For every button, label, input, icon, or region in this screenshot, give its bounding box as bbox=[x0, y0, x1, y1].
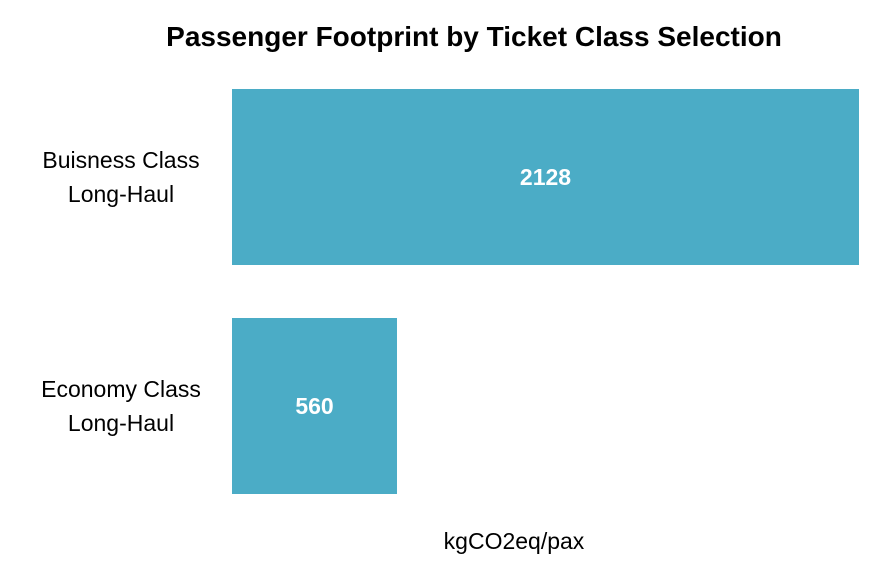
data-label-0: 2128 bbox=[520, 164, 571, 190]
category-label-1: Economy Class Long-Haul bbox=[41, 376, 201, 436]
data-labels: 2128 560 bbox=[295, 164, 571, 419]
data-label-1: 560 bbox=[295, 393, 333, 419]
category-labels: Buisness Class Long-Haul Economy Class Long… bbox=[41, 147, 201, 436]
category-label-0: Buisness Class Long-Haul bbox=[42, 147, 199, 207]
category-label-1-line-1: Long-Haul bbox=[68, 410, 174, 436]
category-label-0-line-0: Buisness Class bbox=[42, 147, 199, 173]
chart-title: Passenger Footprint by Ticket Class Sele… bbox=[166, 21, 782, 52]
bars-group bbox=[232, 89, 859, 494]
category-label-0-line-1: Long-Haul bbox=[68, 181, 174, 207]
bar-0 bbox=[232, 89, 859, 265]
category-label-1-line-0: Economy Class bbox=[41, 376, 201, 402]
x-axis-label: kgCO2eq/pax bbox=[444, 528, 585, 554]
bar-1 bbox=[232, 318, 397, 494]
